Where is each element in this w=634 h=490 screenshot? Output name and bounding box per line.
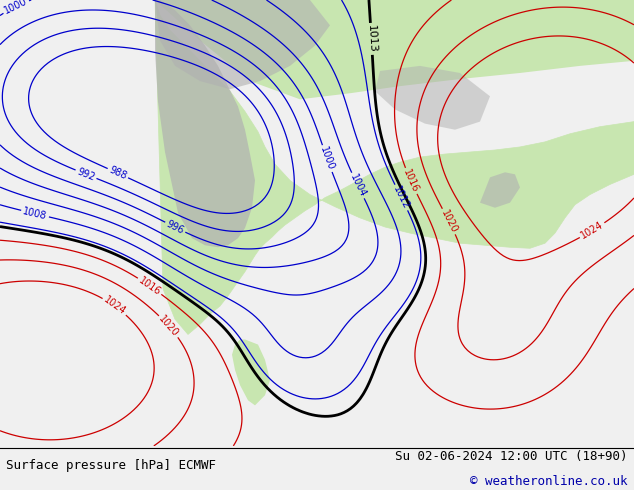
Polygon shape: [155, 0, 634, 334]
Text: 992: 992: [75, 166, 96, 182]
Text: Su 02-06-2024 12:00 UTC (18+90): Su 02-06-2024 12:00 UTC (18+90): [395, 450, 628, 464]
Text: 1020: 1020: [439, 208, 459, 235]
Text: 988: 988: [107, 165, 128, 181]
Text: 1016: 1016: [401, 168, 420, 194]
Polygon shape: [480, 172, 520, 208]
Text: 996: 996: [165, 219, 186, 236]
Text: 1012: 1012: [391, 184, 411, 211]
Text: 1000: 1000: [3, 0, 29, 16]
Polygon shape: [155, 0, 634, 99]
Text: Surface pressure [hPa] ECMWF: Surface pressure [hPa] ECMWF: [6, 459, 216, 472]
Polygon shape: [375, 66, 490, 130]
Text: 1024: 1024: [102, 295, 127, 318]
Text: 1004: 1004: [348, 172, 368, 199]
Text: 1008: 1008: [22, 206, 48, 221]
Polygon shape: [232, 340, 270, 405]
Text: 1013: 1013: [366, 24, 377, 53]
Text: 1024: 1024: [579, 220, 605, 241]
Polygon shape: [155, 0, 255, 247]
Text: © weatheronline.co.uk: © weatheronline.co.uk: [470, 475, 628, 488]
Text: 1020: 1020: [157, 314, 181, 339]
Polygon shape: [155, 0, 330, 89]
Text: 1016: 1016: [137, 275, 163, 297]
Text: 1000: 1000: [318, 146, 336, 172]
